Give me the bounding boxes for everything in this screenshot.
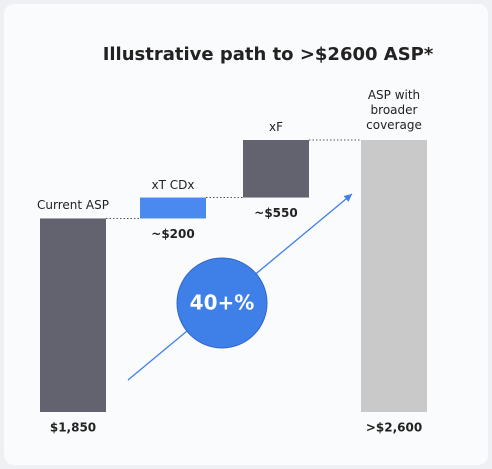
- annotation: 40+%: [190, 291, 255, 315]
- chart-title: Illustrative path to >$2600 ASP*: [103, 44, 434, 65]
- bar: [40, 218, 106, 412]
- category-label-text: Current ASP: [37, 198, 109, 213]
- value-label: ~$200: [151, 227, 194, 241]
- category-label-text: xT CDx: [151, 177, 195, 192]
- bar: [361, 140, 427, 412]
- value-label: >$2,600: [366, 421, 422, 435]
- bar: [140, 197, 206, 219]
- bar: [243, 140, 309, 198]
- value-label: $1,850: [50, 421, 96, 435]
- category-label: ASP with broader coverage: [366, 88, 422, 132]
- category-label-text: xF: [268, 120, 283, 134]
- category-label-text: ASP with broader coverage: [366, 88, 422, 132]
- value-label: ~$550: [254, 206, 297, 220]
- annotation-circle: [176, 257, 268, 349]
- category-label: xT CDx: [151, 177, 195, 192]
- category-label: Current ASP: [37, 198, 109, 213]
- category-label: xF: [268, 120, 283, 134]
